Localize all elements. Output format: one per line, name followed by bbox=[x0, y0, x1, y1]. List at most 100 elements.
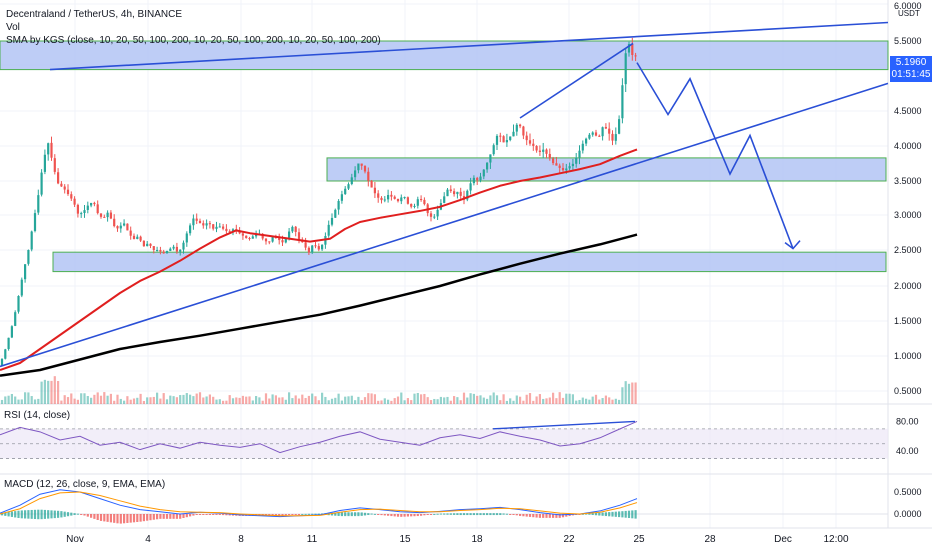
sma-lines[interactable] bbox=[0, 148, 638, 377]
candle-body bbox=[317, 246, 320, 250]
volume-bar bbox=[495, 395, 499, 404]
macd-histogram-bar bbox=[459, 513, 462, 516]
macd-histogram-bar bbox=[453, 513, 456, 515]
macd-histogram-bar bbox=[169, 514, 172, 519]
price-tick-label: 1.5000 bbox=[894, 316, 922, 326]
volume-bar bbox=[462, 392, 466, 404]
macd-histogram-bar bbox=[476, 513, 479, 516]
candle-body bbox=[502, 136, 505, 143]
macd-histogram-bar bbox=[522, 514, 525, 517]
volume-bar bbox=[634, 382, 637, 404]
macd-histogram-bar bbox=[406, 514, 409, 517]
volume-bar bbox=[175, 397, 178, 404]
macd-histogram-bar bbox=[429, 514, 433, 515]
macd-histogram-bar bbox=[439, 513, 442, 515]
volume-bar bbox=[192, 396, 195, 404]
volume-bar bbox=[614, 398, 617, 404]
volume-bar bbox=[357, 396, 360, 404]
volume-bar bbox=[238, 397, 241, 404]
candle-body bbox=[377, 193, 380, 198]
trendlines[interactable] bbox=[0, 21, 889, 368]
candle-body bbox=[159, 250, 162, 252]
candle-body bbox=[479, 176, 482, 181]
last-price-tag[interactable]: 5.1960 01:51:45 bbox=[890, 56, 932, 82]
candle-body bbox=[466, 190, 469, 200]
macd-histogram-bar bbox=[413, 514, 416, 517]
candle-body bbox=[436, 209, 439, 217]
candle-body bbox=[139, 236, 142, 241]
macd-histogram-bar bbox=[63, 511, 66, 517]
candle-body bbox=[327, 224, 330, 236]
candle-body bbox=[116, 226, 119, 229]
macd-histogram-bar bbox=[314, 513, 317, 515]
macd-histogram-bar bbox=[519, 514, 522, 516]
macd-histogram-bar bbox=[7, 511, 10, 517]
macd-histogram-bar bbox=[159, 514, 162, 519]
volume-bar bbox=[489, 395, 492, 404]
macd-pane[interactable] bbox=[0, 489, 888, 524]
macd-histogram-bar bbox=[446, 513, 449, 515]
volume-bar bbox=[581, 397, 584, 404]
volume-bar bbox=[390, 400, 393, 404]
volume-bar bbox=[307, 395, 310, 404]
candle-body bbox=[205, 223, 208, 226]
candle-body bbox=[123, 223, 126, 226]
volume-bar bbox=[245, 396, 248, 404]
macd-histogram-bar bbox=[621, 511, 624, 518]
price-zone bbox=[52, 251, 887, 273]
candle-body bbox=[288, 231, 291, 238]
candle-body bbox=[443, 196, 446, 203]
candle-body bbox=[248, 238, 251, 240]
volume-bar bbox=[347, 396, 350, 404]
macd-histogram-bar bbox=[76, 513, 79, 515]
candle-body bbox=[525, 135, 528, 141]
macd-histogram-bar bbox=[512, 514, 515, 515]
macd-histogram-bar bbox=[70, 512, 73, 516]
macd-histogram-bar bbox=[370, 513, 373, 515]
candle-body bbox=[413, 205, 416, 207]
time-axis-label: 12:00 bbox=[823, 534, 848, 545]
volume-bar bbox=[486, 398, 489, 404]
candle-body bbox=[594, 132, 598, 136]
volume-bar bbox=[129, 399, 132, 404]
sma-red-line bbox=[0, 148, 638, 371]
volume-bar bbox=[274, 395, 277, 404]
candle-body bbox=[50, 142, 53, 158]
volume-bar bbox=[142, 400, 145, 404]
volume-bar bbox=[568, 393, 571, 404]
macd-histogram-bar bbox=[515, 514, 518, 516]
candle-body bbox=[297, 232, 301, 240]
macd-histogram-bar bbox=[466, 513, 469, 516]
candle-body bbox=[390, 194, 393, 197]
rsi-pane[interactable] bbox=[0, 420, 888, 459]
volume-bar bbox=[99, 395, 103, 404]
macd-histogram-bar bbox=[489, 513, 492, 516]
candle-body bbox=[47, 143, 50, 155]
volume-bar bbox=[608, 397, 611, 404]
volume-bar bbox=[50, 380, 53, 404]
volume-bar bbox=[522, 400, 525, 404]
candle-body bbox=[449, 189, 452, 192]
candle-body bbox=[198, 220, 202, 224]
candle-body bbox=[129, 230, 132, 236]
volume-bar bbox=[261, 400, 264, 404]
time-axis-label: 18 bbox=[471, 534, 483, 545]
volume-bar bbox=[7, 395, 10, 404]
volume-bar bbox=[400, 392, 403, 404]
candle-body bbox=[330, 217, 334, 225]
macd-histogram-bar bbox=[172, 514, 175, 519]
candle-body bbox=[489, 154, 492, 163]
candle-body bbox=[215, 226, 218, 229]
volume-bar bbox=[314, 396, 317, 404]
candle-body bbox=[555, 163, 558, 166]
volume-bar bbox=[476, 395, 479, 404]
price-tick-label: 4.5000 bbox=[894, 106, 922, 116]
candle-body bbox=[354, 170, 357, 178]
candle-body bbox=[182, 242, 185, 250]
candle-body bbox=[575, 157, 578, 164]
candles[interactable] bbox=[0, 37, 637, 367]
candle-body bbox=[152, 246, 155, 250]
